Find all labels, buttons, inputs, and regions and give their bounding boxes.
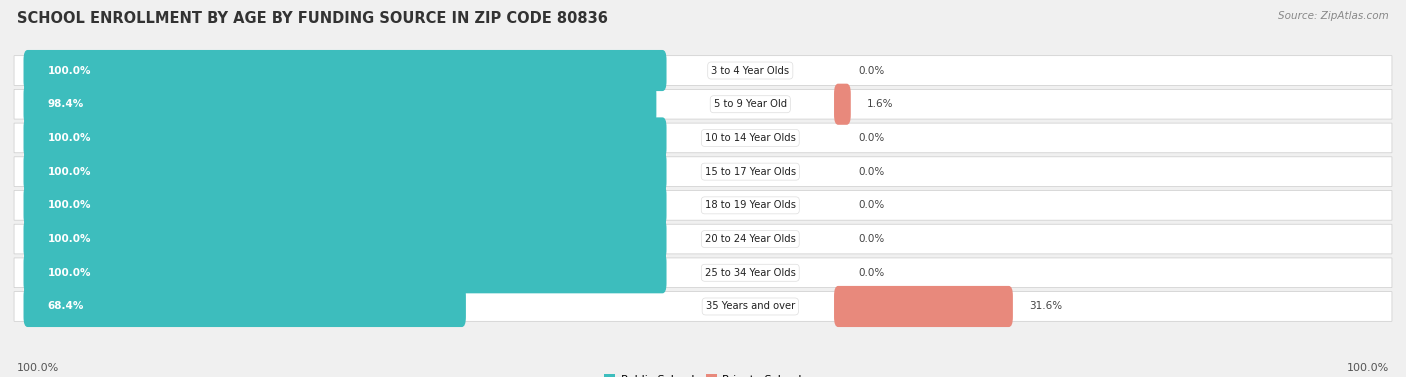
Text: 3 to 4 Year Olds: 3 to 4 Year Olds — [711, 66, 789, 75]
FancyBboxPatch shape — [14, 224, 1392, 254]
Text: 0.0%: 0.0% — [858, 268, 884, 278]
Text: 1.6%: 1.6% — [868, 99, 893, 109]
FancyBboxPatch shape — [24, 286, 465, 327]
Text: 5 to 9 Year Old: 5 to 9 Year Old — [714, 99, 787, 109]
FancyBboxPatch shape — [24, 84, 657, 125]
Text: 98.4%: 98.4% — [48, 99, 84, 109]
FancyBboxPatch shape — [14, 89, 1392, 119]
Text: 0.0%: 0.0% — [858, 66, 884, 75]
Text: 0.0%: 0.0% — [858, 234, 884, 244]
Text: Source: ZipAtlas.com: Source: ZipAtlas.com — [1278, 11, 1389, 21]
FancyBboxPatch shape — [14, 292, 1392, 321]
FancyBboxPatch shape — [24, 117, 666, 158]
Text: 0.0%: 0.0% — [858, 200, 884, 210]
Text: 20 to 24 Year Olds: 20 to 24 Year Olds — [704, 234, 796, 244]
FancyBboxPatch shape — [14, 190, 1392, 220]
FancyBboxPatch shape — [14, 157, 1392, 187]
FancyBboxPatch shape — [14, 258, 1392, 288]
Text: 10 to 14 Year Olds: 10 to 14 Year Olds — [704, 133, 796, 143]
FancyBboxPatch shape — [14, 56, 1392, 85]
Text: 100.0%: 100.0% — [48, 66, 91, 75]
FancyBboxPatch shape — [24, 219, 666, 260]
Text: 100.0%: 100.0% — [1347, 363, 1389, 373]
Text: 0.0%: 0.0% — [858, 167, 884, 177]
FancyBboxPatch shape — [14, 123, 1392, 153]
Text: 100.0%: 100.0% — [17, 363, 59, 373]
Text: 100.0%: 100.0% — [48, 268, 91, 278]
Text: 31.6%: 31.6% — [1029, 302, 1062, 311]
Text: 100.0%: 100.0% — [48, 133, 91, 143]
Text: 100.0%: 100.0% — [48, 167, 91, 177]
FancyBboxPatch shape — [24, 185, 666, 226]
FancyBboxPatch shape — [24, 151, 666, 192]
Text: 18 to 19 Year Olds: 18 to 19 Year Olds — [704, 200, 796, 210]
Text: 100.0%: 100.0% — [48, 200, 91, 210]
FancyBboxPatch shape — [834, 286, 1012, 327]
Text: 100.0%: 100.0% — [48, 234, 91, 244]
Text: SCHOOL ENROLLMENT BY AGE BY FUNDING SOURCE IN ZIP CODE 80836: SCHOOL ENROLLMENT BY AGE BY FUNDING SOUR… — [17, 11, 607, 26]
Text: 15 to 17 Year Olds: 15 to 17 Year Olds — [704, 167, 796, 177]
Legend: Public School, Private School: Public School, Private School — [600, 370, 806, 377]
FancyBboxPatch shape — [24, 252, 666, 293]
Text: 35 Years and over: 35 Years and over — [706, 302, 794, 311]
FancyBboxPatch shape — [24, 50, 666, 91]
FancyBboxPatch shape — [834, 84, 851, 125]
Text: 25 to 34 Year Olds: 25 to 34 Year Olds — [704, 268, 796, 278]
Text: 68.4%: 68.4% — [48, 302, 84, 311]
Text: 0.0%: 0.0% — [858, 133, 884, 143]
